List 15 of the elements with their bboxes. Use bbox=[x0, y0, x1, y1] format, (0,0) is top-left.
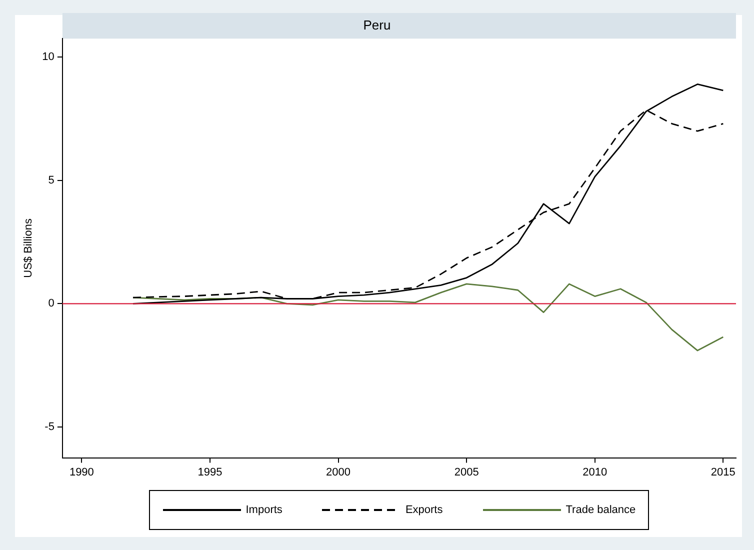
x-tick-label: 2015 bbox=[710, 466, 736, 478]
y-tick-label: 0 bbox=[48, 298, 54, 310]
y-tick-label: -5 bbox=[44, 421, 54, 434]
legend-label: Imports bbox=[246, 504, 282, 516]
x-tick-label: 1990 bbox=[69, 466, 94, 478]
y-tick-label: 10 bbox=[42, 51, 54, 64]
y-tick-label: 5 bbox=[48, 174, 54, 186]
x-tick-label: 2005 bbox=[454, 466, 479, 478]
legend-label: Exports bbox=[405, 504, 443, 516]
chart-title: Peru bbox=[363, 17, 391, 32]
x-tick-label: 1995 bbox=[198, 466, 222, 478]
y-axis-title: US$ Billions bbox=[22, 218, 35, 278]
legend-label: Trade balance bbox=[566, 504, 636, 516]
x-tick-label: 2000 bbox=[326, 466, 351, 478]
x-tick-label: 2010 bbox=[582, 466, 608, 478]
